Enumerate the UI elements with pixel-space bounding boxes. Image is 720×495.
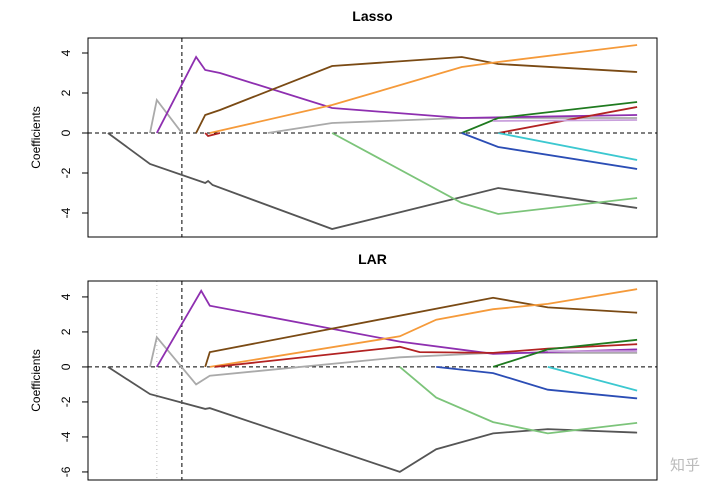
y-tick-label: -6 [59,466,73,477]
y-tick-label: 2 [59,328,73,335]
y-axis-label: Coefficients [29,349,43,411]
chart-title: LAR [358,251,387,267]
plot-area [88,281,657,480]
plot-frame [87,280,658,481]
series-line [493,119,638,122]
series-line [436,366,638,400]
y-tick-label: 4 [59,49,73,56]
series-line [331,132,638,215]
y-tick-label: 0 [59,129,73,136]
y-tick-label: -2 [59,167,73,178]
series-line [107,366,638,473]
series-line [498,132,638,161]
y-axis-label: Coefficients [29,106,43,168]
series-line [461,101,638,134]
y-tick-label: -4 [59,431,73,442]
series-line [209,288,638,368]
y-tick-label: 4 [59,293,73,300]
series-line [107,132,638,230]
series-line [204,296,638,368]
series-line [149,335,638,386]
chart-title: Lasso [352,8,392,24]
y-tick-label: 2 [59,89,73,96]
series-line [156,55,638,134]
y-tick-label: -2 [59,396,73,407]
plot-frame [87,37,658,238]
series-line [195,56,638,134]
series-line [492,338,638,368]
series-line [399,366,638,435]
y-tick-label: -4 [59,207,73,218]
y-tick-label: 0 [59,363,73,370]
plot-area [88,38,657,237]
series-line [204,106,638,138]
series-line [156,289,638,368]
series-line [547,366,638,392]
series-line [209,44,638,134]
series-line [149,97,638,134]
watermark: 知乎 [670,457,700,474]
series-line [461,132,638,170]
